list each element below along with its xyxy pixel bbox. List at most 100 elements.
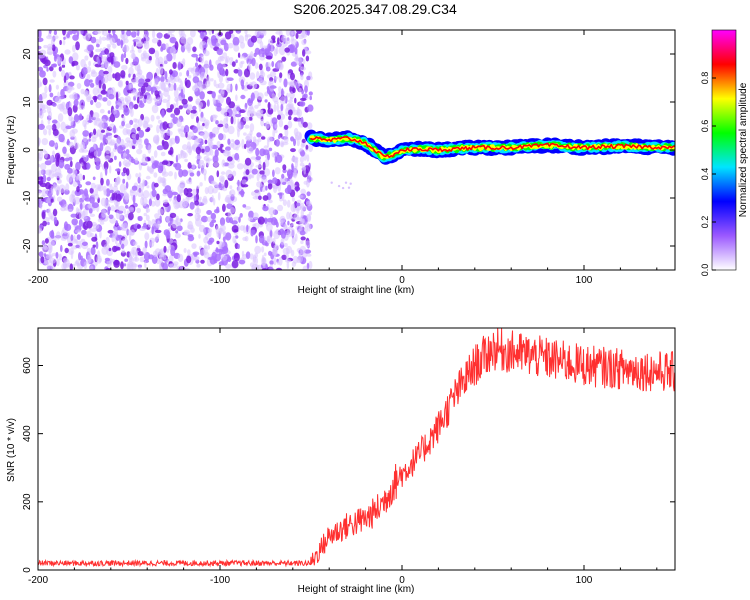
noise-blob xyxy=(154,198,161,207)
noise-blob xyxy=(186,37,194,46)
noise-blob xyxy=(216,240,220,245)
spectrogram-x-label: Height of straight line (km) xyxy=(298,285,415,296)
noise-blob xyxy=(149,241,155,248)
noise-blob xyxy=(107,66,113,74)
noise-blob xyxy=(286,170,294,178)
noise-blob xyxy=(299,66,306,71)
noise-blob xyxy=(80,162,84,167)
noise-blob xyxy=(220,177,225,183)
noise-blob xyxy=(287,220,290,226)
noise-blob xyxy=(214,149,219,158)
noise-blob xyxy=(244,157,252,166)
noise-blob xyxy=(39,224,44,228)
noise-blob xyxy=(201,215,208,223)
noise-blob xyxy=(192,188,197,196)
noise-blob xyxy=(265,66,271,72)
noise-blob xyxy=(109,37,116,46)
noise-blob xyxy=(290,136,295,142)
noise-blob xyxy=(161,132,165,139)
noise-blob xyxy=(55,251,59,259)
noise-blob xyxy=(42,220,47,227)
noise-blob xyxy=(174,233,181,239)
noise-blob xyxy=(268,250,272,256)
noise-blob xyxy=(49,66,54,72)
noise-blob xyxy=(69,263,73,270)
noise-blob xyxy=(235,94,238,102)
colorbar-tick-label: 0.2 xyxy=(700,216,710,229)
noise-blob xyxy=(250,162,255,168)
noise-blob xyxy=(229,185,233,190)
noise-blob xyxy=(70,213,77,218)
colorbar-tick-label: 0.0 xyxy=(700,264,710,277)
noise-blob xyxy=(130,61,134,68)
noise-blob xyxy=(273,104,277,112)
noise-blob xyxy=(62,261,67,270)
noise-blob xyxy=(121,99,125,105)
x-tick-label: -100 xyxy=(210,275,230,286)
noise-blob xyxy=(281,56,287,62)
noise-blob xyxy=(271,61,275,68)
noise-blob xyxy=(153,134,160,144)
noise-blob xyxy=(221,255,228,261)
noise-blob xyxy=(198,105,202,113)
noise-blob xyxy=(73,99,79,107)
x-tick-label: 0 xyxy=(399,275,405,286)
noise-blob xyxy=(38,94,43,103)
noise-blob xyxy=(112,185,118,194)
noise-blob xyxy=(241,250,245,257)
noise-blob xyxy=(237,243,240,250)
noise-blob xyxy=(92,176,96,181)
noise-blob xyxy=(278,119,284,128)
noise-blob xyxy=(300,236,306,241)
noise-blob xyxy=(224,31,232,40)
noise-blob xyxy=(227,138,231,145)
noise-blob xyxy=(291,222,294,226)
noise-blob xyxy=(330,181,333,184)
noise-blob xyxy=(171,153,174,158)
noise-blob xyxy=(78,148,85,153)
noise-blob xyxy=(72,92,78,101)
noise-blob xyxy=(138,172,142,178)
noise-blob xyxy=(82,174,86,181)
noise-blob xyxy=(301,39,307,46)
noise-blob xyxy=(45,125,53,130)
noise-blob xyxy=(178,168,184,178)
noise-blob xyxy=(308,170,312,178)
noise-blob xyxy=(94,30,102,35)
noise-blob xyxy=(51,119,58,124)
noise-blob xyxy=(84,79,91,87)
noise-blob xyxy=(252,136,257,143)
noise-blob xyxy=(300,143,305,148)
noise-blob xyxy=(137,118,143,127)
noise-blob xyxy=(117,234,123,239)
noise-blob xyxy=(169,69,173,75)
noise-blob xyxy=(115,168,121,172)
noise-blob xyxy=(296,30,303,34)
noise-blob xyxy=(179,189,184,194)
noise-blob xyxy=(219,55,223,61)
noise-blob xyxy=(39,70,46,78)
noise-blob xyxy=(245,251,251,259)
noise-blob xyxy=(86,162,90,170)
noise-blob xyxy=(169,212,177,218)
noise-blob xyxy=(89,196,95,204)
noise-blob xyxy=(105,132,113,136)
noise-blob xyxy=(256,92,264,101)
noise-blob xyxy=(238,35,245,44)
noise-blob xyxy=(259,80,267,86)
noise-blob xyxy=(261,176,268,183)
noise-blob xyxy=(154,98,158,108)
ridge-band-red xyxy=(310,136,675,159)
noise-blob xyxy=(238,259,246,265)
noise-blob xyxy=(199,116,206,122)
noise-blob xyxy=(109,165,112,174)
noise-blob xyxy=(82,130,90,137)
noise-blob xyxy=(41,138,49,146)
noise-blob xyxy=(44,238,49,244)
noise-blob xyxy=(52,208,58,217)
noise-blob xyxy=(64,247,69,254)
noise-blob xyxy=(251,168,258,175)
noise-blob xyxy=(49,79,55,83)
noise-blob xyxy=(221,187,228,192)
noise-blob xyxy=(281,35,287,42)
